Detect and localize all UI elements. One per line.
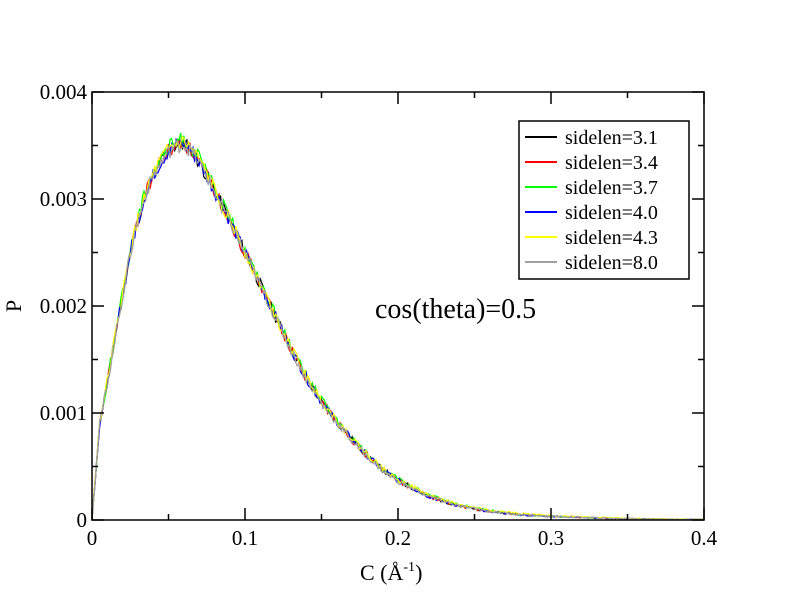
x-tick-label: 0.4 [691,526,718,550]
legend-label: sidelen=4.3 [565,227,658,249]
y-tick-label: 0.003 [40,187,87,211]
y-axis-label: P [1,300,26,312]
x-tick-label: 0.1 [232,526,258,550]
legend-label: sidelen=8.0 [565,252,658,274]
y-tick-label: 0.001 [40,401,87,425]
y-tick-label: 0 [77,508,88,532]
series-line-5 [91,139,705,521]
legend-box [518,120,690,280]
x-axis-label-tail: ) [415,560,422,585]
y-tick-label: 0.004 [40,80,88,104]
x-tick-label: 0.3 [538,526,564,550]
legend-label: sidelen=4.0 [565,202,658,224]
annotation-text: cos(theta)=0.5 [375,294,536,325]
legend-label: sidelen=3.1 [565,127,658,149]
legend-label: sidelen=3.7 [565,177,658,199]
x-axis-label-superscript: -1 [403,560,415,575]
series-layer [91,132,705,521]
x-axis-label: C (Å-1) [360,560,422,585]
legend: sidelen=3.1 sidelen=3.4 sidelen=3.7 sidelen… [518,120,690,280]
x-tick-label: 0.2 [385,526,411,550]
ticks-layer: 0 0.1 0.2 0.3 0.4 0 0.001 0.002 0.003 0.004 [40,80,718,550]
legend-label: sidelen=3.4 [565,152,658,174]
x-tick-label: 0 [87,526,98,550]
y-tick-label: 0.002 [40,294,87,318]
